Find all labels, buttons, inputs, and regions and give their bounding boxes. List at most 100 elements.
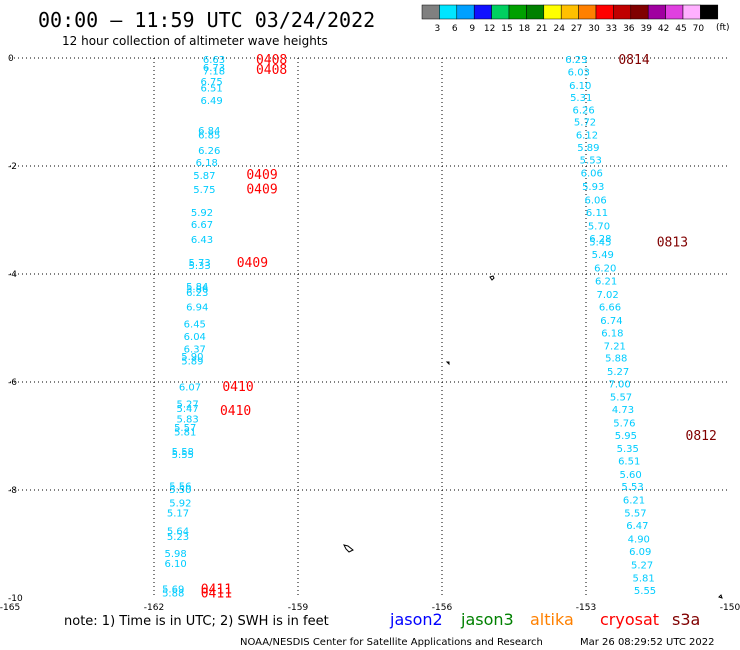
y-tick-label: -8 (8, 486, 17, 496)
wave-height-value: 5.27 (176, 400, 198, 411)
satellite-name-jason3: jason3 (460, 610, 514, 629)
satellite-name-cryosat: cryosat (600, 610, 659, 629)
footer-note: note: 1) Time is in UTC; 2) SWH is in fe… (64, 614, 329, 629)
legend-swatch (456, 4, 475, 20)
wave-height-value: 5.92 (191, 208, 213, 219)
satellite-name-s3a: s3a (672, 610, 700, 629)
legend-label: 21 (536, 24, 547, 34)
wave-height-value: 6.43 (191, 235, 213, 246)
pass-time-label: 0411 (201, 587, 232, 602)
wave-height-value: 5.87 (193, 171, 215, 182)
wave-height-values: 6.636.737.186.756.516.496.846.856.266.18… (162, 55, 656, 600)
wave-height-value: 6.66 (599, 302, 621, 313)
legend-label: 36 (623, 24, 635, 34)
wave-height-value: 5.83 (176, 415, 198, 426)
wave-height-value: 6.45 (184, 320, 206, 331)
wave-height-value: 6.21 (623, 496, 645, 507)
legend-label: 3 (435, 24, 441, 34)
pass-time-label: 0812 (686, 429, 717, 444)
legend-swatch (630, 4, 649, 20)
wave-height-value: 6.49 (200, 96, 222, 107)
pass-time-label: 0813 (657, 236, 688, 251)
wave-height-value: 6.47 (626, 521, 648, 532)
legend-swatch (578, 4, 597, 20)
wave-height-value: 5.76 (613, 419, 635, 430)
y-tick-label: -10 (8, 594, 23, 604)
wave-height-value: 7.18 (203, 66, 225, 77)
y-tick-label: -6 (8, 378, 17, 388)
legend-label: 45 (675, 24, 686, 34)
wave-height-value: 5.88 (162, 589, 184, 600)
wave-height-value: 6.18 (601, 328, 623, 339)
wave-height-value: 6.74 (600, 316, 622, 327)
y-tick-label: 0 (8, 54, 14, 64)
wave-height-value: 5.98 (164, 549, 186, 560)
legend-swatch (508, 4, 527, 20)
wave-height-value: 5.84 (186, 282, 208, 293)
y-tick-label: -2 (8, 162, 17, 172)
wave-height-value: 6.04 (184, 332, 206, 343)
x-tick-label: -159 (288, 603, 309, 613)
x-tick-label: -153 (576, 603, 596, 613)
legend-label: 70 (693, 24, 705, 34)
wave-height-value: 6.06 (581, 168, 603, 179)
wave-height-value: 5.60 (620, 470, 642, 481)
wave-height-value: 5.27 (631, 561, 653, 572)
wave-height-value: 5.53 (621, 482, 643, 493)
legend-label: 6 (452, 24, 458, 34)
wave-height-value: 5.47 (176, 404, 198, 415)
chart-title: 00:00 – 11:59 UTC 03/24/2022 (38, 8, 375, 32)
wave-height-value: 6.10 (569, 81, 591, 92)
pass-time-label: 0409 (237, 256, 268, 271)
legend-swatch (526, 4, 545, 20)
pass-time-label: 0410 (222, 380, 253, 395)
wave-height-value: 6.28 (589, 234, 611, 245)
wave-height-value: 5.31 (570, 93, 592, 104)
wave-height-value: 5.58 (172, 447, 194, 458)
wave-height-value: 7.00 (608, 380, 630, 391)
wave-height-value: 5.27 (607, 367, 629, 378)
legend-swatch (543, 4, 562, 20)
legend-swatch (665, 4, 684, 20)
wave-height-value: 5.55 (172, 450, 194, 461)
legend-label: 33 (606, 24, 617, 34)
pass-time-label: 0409 (246, 183, 277, 198)
wave-height-value: 5.64 (167, 527, 189, 538)
y-tick-label: -4 (8, 270, 17, 280)
pass-time-label: 0409 (246, 168, 277, 183)
wave-height-value: 5.57 (610, 393, 632, 404)
island-outline (489, 275, 495, 281)
wave-height-value: 5.89 (181, 356, 203, 367)
legend-label: 42 (658, 24, 669, 34)
wave-height-value: 6.18 (196, 158, 218, 169)
chart-subtitle: 12 hour collection of altimeter wave hei… (62, 34, 328, 48)
pass-time-label: 0408 (256, 63, 287, 78)
wave-height-value: 6.07 (179, 382, 201, 393)
island-outlines (343, 275, 723, 599)
wave-height-value: 7.02 (596, 290, 618, 301)
wave-height-value: 6.51 (618, 456, 640, 467)
wave-height-value: 6.09 (629, 547, 651, 558)
pass-time-labels: 0408040804090409040904100410041104110814… (201, 53, 717, 602)
legend-label: 30 (588, 24, 600, 34)
legend-swatch (421, 4, 440, 20)
wave-height-value: 6.03 (568, 68, 590, 79)
wave-height-value: 6.84 (198, 126, 220, 137)
legend-swatch (682, 4, 701, 20)
legend-label: 9 (469, 24, 475, 34)
wave-height-value: 6.51 (200, 84, 222, 95)
wave-height-value: 5.73 (188, 258, 210, 269)
island-outline (343, 544, 354, 553)
wave-height-value: 6.63 (203, 55, 225, 66)
wave-height-value: 6.10 (164, 559, 186, 570)
wave-height-value: 5.45 (589, 238, 611, 249)
footer-generated: Mar 26 08:29:52 UTC 2022 (580, 637, 715, 648)
footer-credit: NOAA/NESDIS Center for Satellite Applica… (240, 637, 543, 648)
wave-height-value: 5.23 (167, 532, 189, 543)
wave-height-value: 5.86 (186, 285, 208, 296)
pass-time-label: 0814 (618, 53, 649, 68)
x-tick-label: -165 (0, 603, 20, 613)
wave-height-value: 5.81 (174, 428, 196, 439)
satellite-name-jason2: jason2 (389, 610, 443, 629)
legend-unit: (ft) (716, 23, 730, 33)
